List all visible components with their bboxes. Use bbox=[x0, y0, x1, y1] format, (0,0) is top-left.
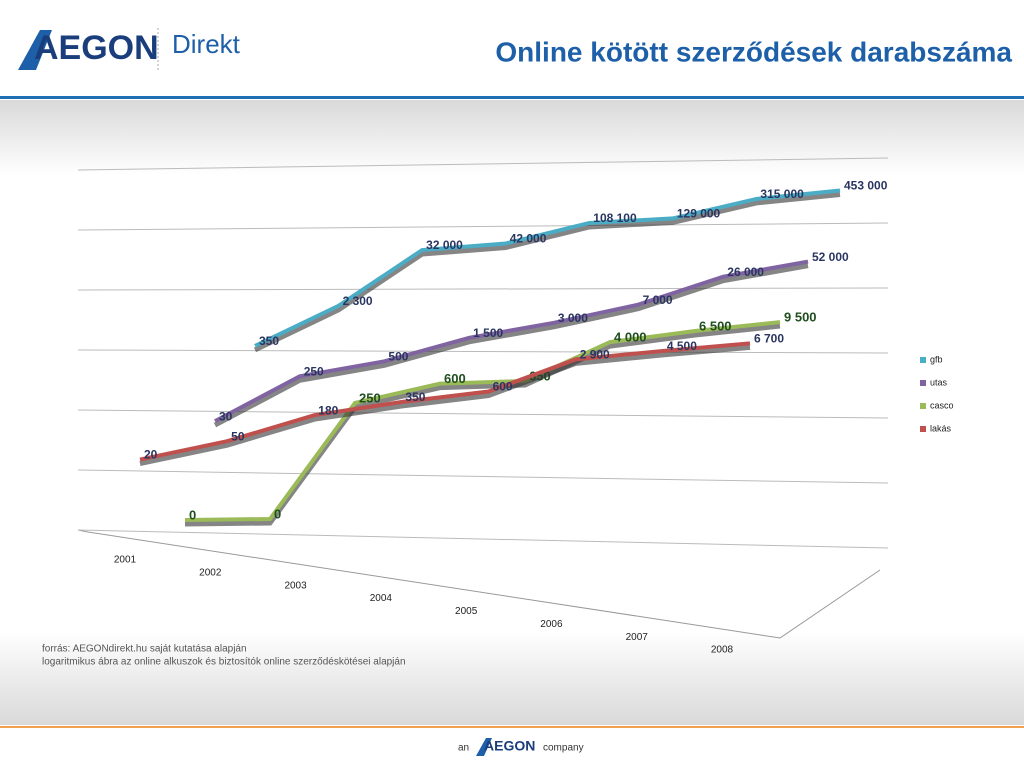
data-label: 4 500 bbox=[667, 339, 697, 353]
legend-label: lakás bbox=[930, 423, 952, 433]
data-label: 250 bbox=[304, 364, 324, 378]
data-label: 50 bbox=[231, 429, 245, 443]
data-label: 453 000 bbox=[844, 179, 888, 193]
data-label: 1 500 bbox=[473, 326, 503, 340]
slide-title: Online kötött szerződések darabszáma bbox=[495, 36, 1012, 67]
footer-logo-mark bbox=[476, 738, 492, 756]
logo: AEGON bbox=[34, 29, 159, 67]
grid-line bbox=[77, 287, 889, 291]
series-line-shadow bbox=[139, 344, 751, 466]
data-label: 600 bbox=[444, 371, 466, 386]
data-label: 350 bbox=[405, 390, 425, 404]
series-line-shadow bbox=[213, 263, 809, 428]
series-line bbox=[214, 259, 809, 423]
x-tick-label: 2005 bbox=[455, 606, 478, 617]
series-line bbox=[184, 320, 781, 522]
footer-logo: AEGON bbox=[484, 738, 535, 754]
logo-sub: Direkt bbox=[172, 29, 241, 59]
data-label: 42 000 bbox=[510, 232, 547, 246]
grid-line bbox=[77, 469, 889, 484]
data-label: 108 100 bbox=[593, 211, 637, 225]
logo-mark bbox=[18, 30, 52, 70]
data-label: 32 000 bbox=[426, 238, 463, 252]
legend-label: casco bbox=[930, 400, 954, 410]
data-label: 350 bbox=[259, 334, 279, 348]
header-rule bbox=[0, 96, 1024, 99]
data-label: 500 bbox=[388, 349, 408, 363]
data-label: 9 500 bbox=[784, 310, 817, 325]
data-label: 30 bbox=[219, 409, 233, 423]
data-label: 26 000 bbox=[727, 265, 764, 279]
series-line bbox=[139, 341, 751, 462]
footer-rule bbox=[0, 726, 1024, 728]
footer-prefix: an bbox=[458, 743, 469, 754]
series-line-shadow bbox=[253, 192, 841, 353]
note: forrás: AEGONdirekt.hu saját kutatása al… bbox=[42, 644, 247, 655]
background bbox=[0, 100, 1024, 725]
x-tick-label: 2008 bbox=[711, 645, 734, 656]
x-tick-label: 2001 bbox=[114, 555, 137, 566]
data-label: 600 bbox=[493, 380, 513, 394]
grid-line bbox=[77, 409, 889, 419]
data-label: 4 000 bbox=[614, 330, 647, 345]
x-tick-label: 2007 bbox=[626, 632, 649, 643]
legend-swatch bbox=[920, 426, 926, 432]
data-label: 20 bbox=[144, 448, 158, 462]
legend-label: utas bbox=[930, 377, 948, 387]
x-tick-label: 2006 bbox=[540, 619, 563, 630]
data-label: 2 900 bbox=[580, 348, 610, 362]
floor-edge bbox=[77, 529, 881, 639]
grid-line bbox=[77, 529, 889, 549]
legend-swatch bbox=[920, 403, 926, 409]
legend-label: gfb bbox=[930, 354, 943, 364]
x-tick-label: 2002 bbox=[199, 567, 222, 578]
data-label: 180 bbox=[318, 403, 338, 417]
x-tick-label: 2003 bbox=[284, 580, 307, 591]
data-label: 250 bbox=[359, 390, 381, 405]
data-label: 315 000 bbox=[760, 187, 804, 201]
data-label: 52 000 bbox=[812, 250, 849, 264]
x-tick-label: 2004 bbox=[370, 593, 393, 604]
data-label: 0 bbox=[189, 507, 196, 522]
series-line bbox=[254, 188, 841, 348]
grid-line bbox=[77, 222, 889, 231]
data-label: 6 700 bbox=[754, 332, 784, 346]
legend-swatch bbox=[920, 357, 926, 363]
legend-swatch bbox=[920, 380, 926, 386]
grid-line bbox=[77, 157, 889, 171]
grid-line bbox=[77, 349, 889, 354]
data-label: 3 000 bbox=[558, 311, 588, 325]
data-label: 129 000 bbox=[677, 207, 721, 221]
footer-suffix: company bbox=[543, 743, 584, 754]
data-label: 6 500 bbox=[699, 318, 732, 333]
data-label: 0 bbox=[274, 506, 281, 521]
series-line-shadow bbox=[184, 323, 781, 527]
data-label: 2 300 bbox=[343, 294, 373, 308]
note: logaritmikus ábra az online alkuszok és … bbox=[42, 657, 406, 668]
data-label: 7 000 bbox=[643, 293, 673, 307]
